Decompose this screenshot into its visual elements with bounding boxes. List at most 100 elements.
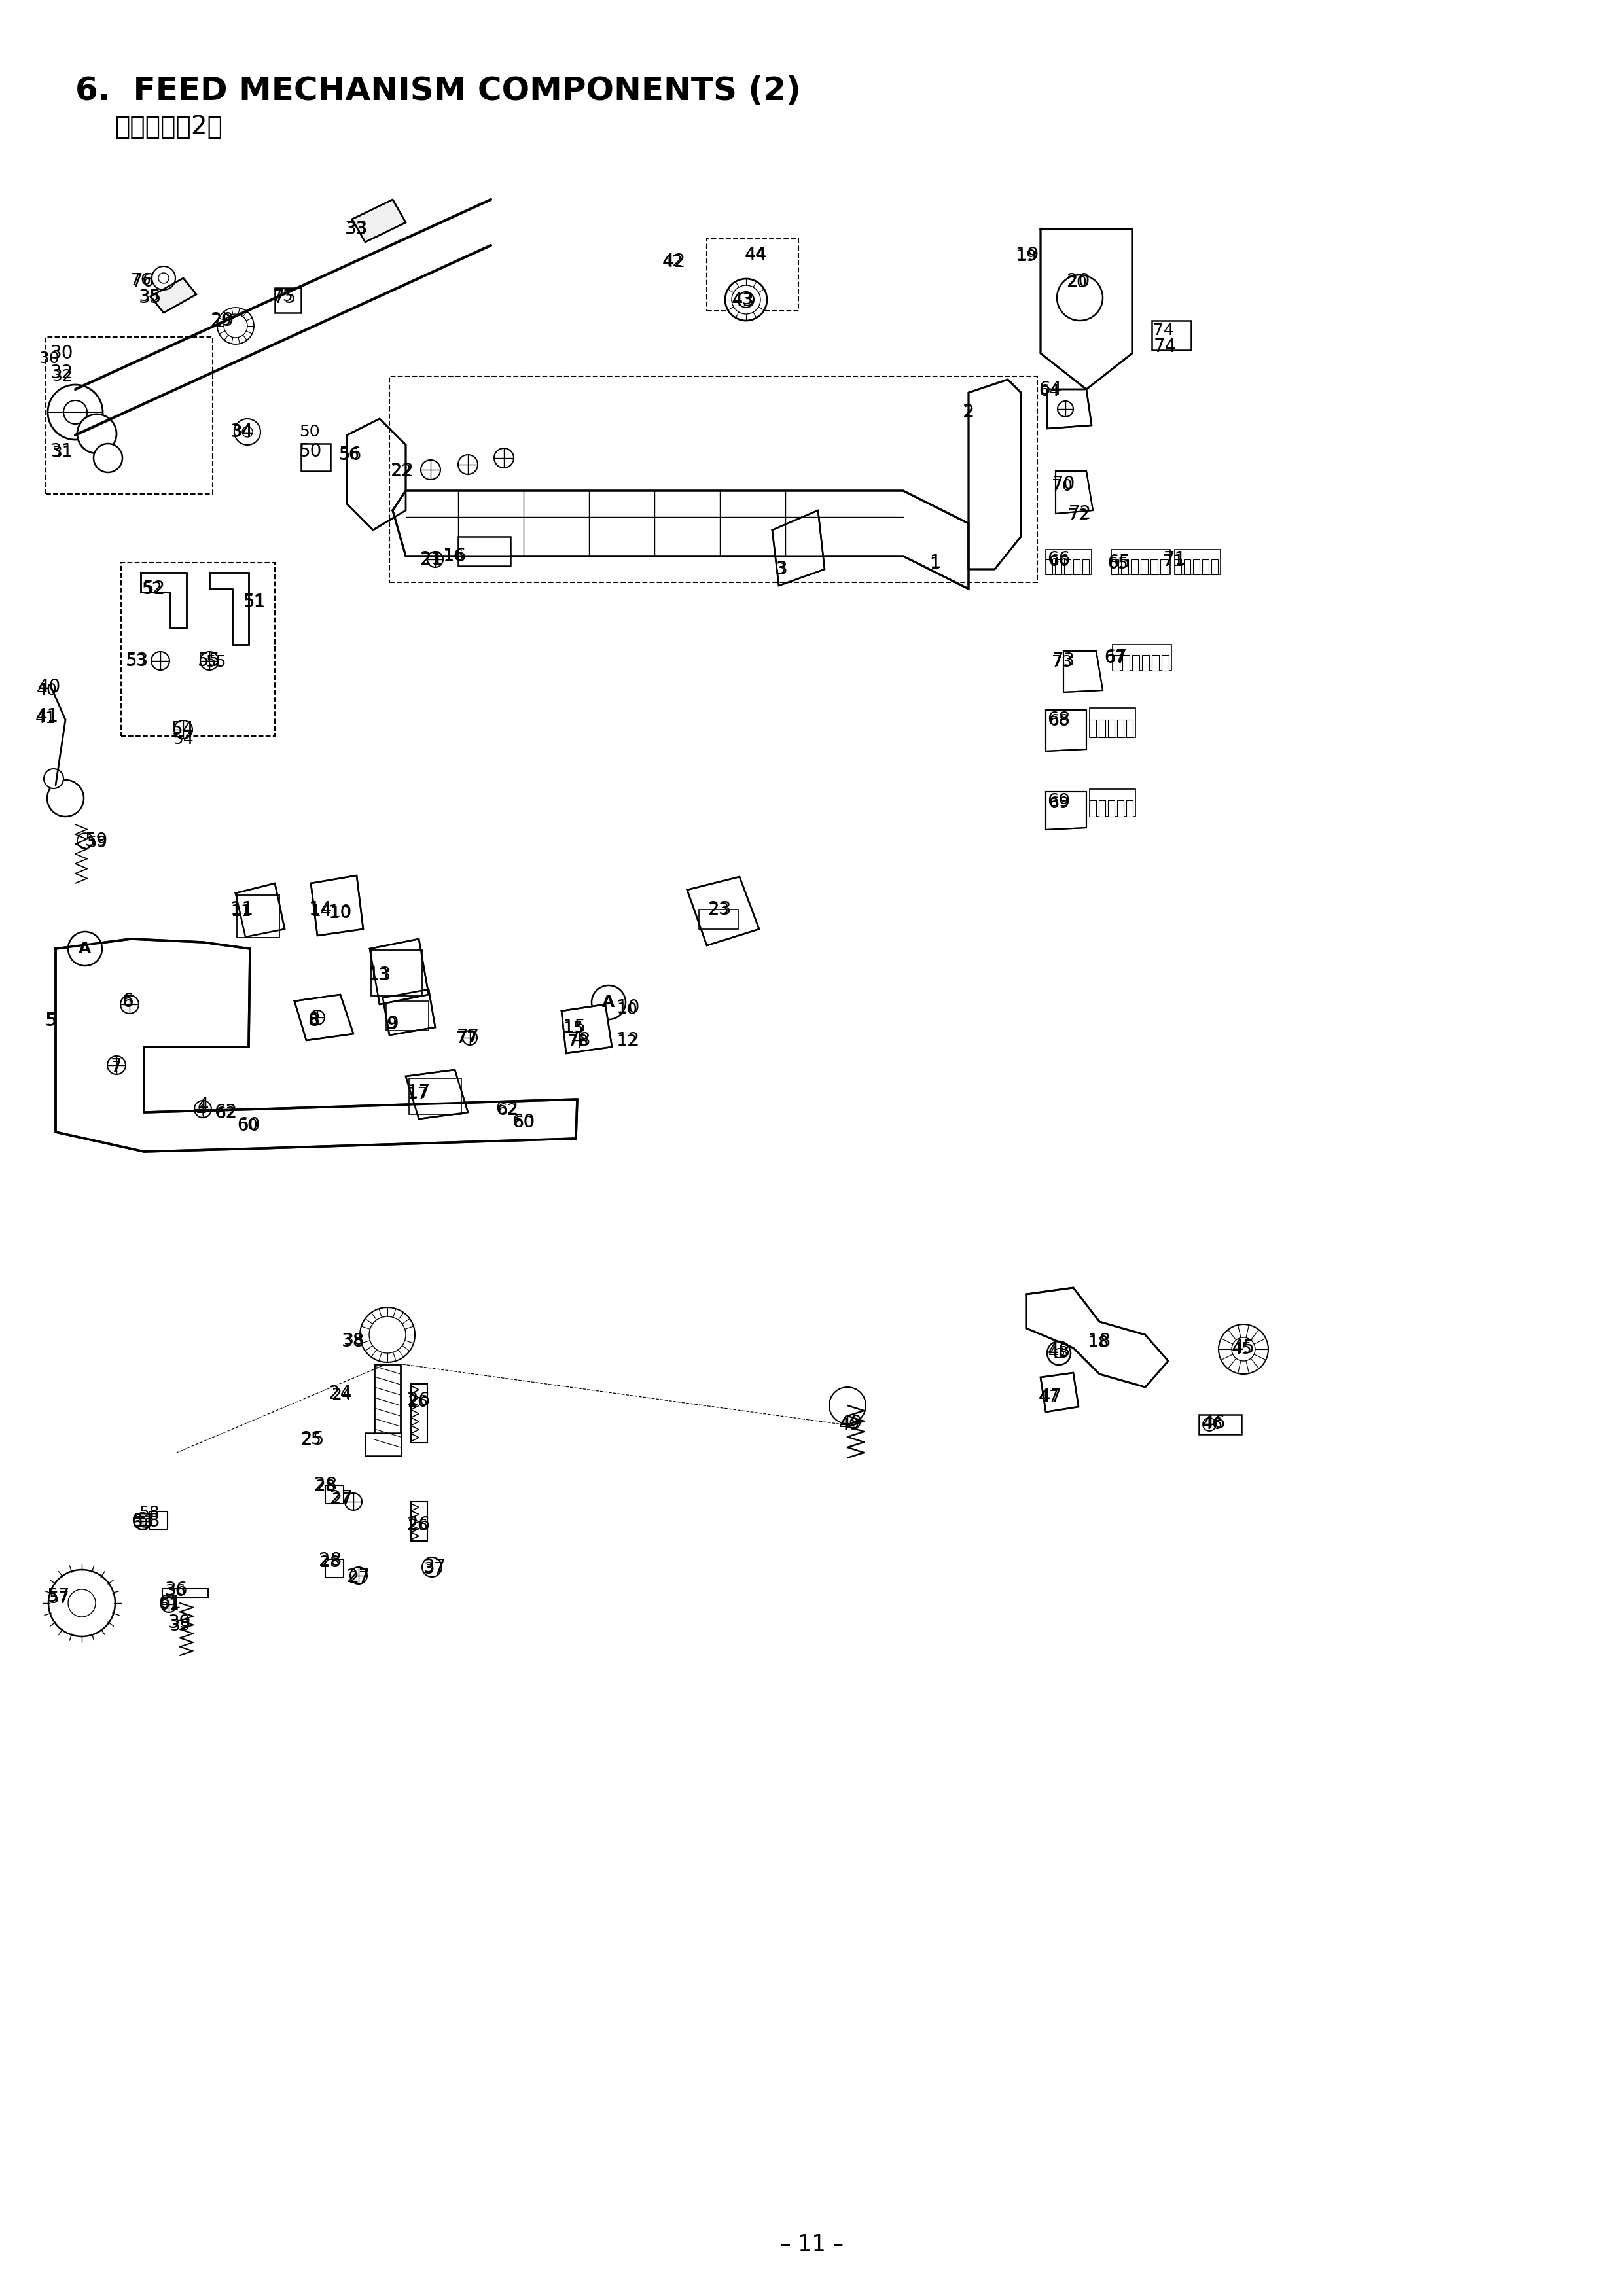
Text: 5: 5 <box>45 1013 57 1029</box>
Text: 20: 20 <box>1066 273 1091 292</box>
Text: 57: 57 <box>47 1587 70 1605</box>
Text: 27: 27 <box>349 1570 368 1587</box>
Text: 66: 66 <box>1047 551 1071 569</box>
Text: 4: 4 <box>196 1097 209 1116</box>
Text: 16: 16 <box>443 546 466 565</box>
Text: 45: 45 <box>1232 1341 1253 1357</box>
Text: 77: 77 <box>456 1031 477 1047</box>
Text: 14: 14 <box>308 900 333 918</box>
Bar <box>1126 799 1133 817</box>
Text: 4: 4 <box>196 1102 206 1118</box>
Text: 28: 28 <box>320 1552 342 1570</box>
Circle shape <box>159 273 169 282</box>
Text: A: A <box>80 941 91 957</box>
Text: 49: 49 <box>839 1414 862 1433</box>
Polygon shape <box>141 572 187 629</box>
Bar <box>1089 799 1096 817</box>
Text: 34: 34 <box>232 425 253 441</box>
Text: 22: 22 <box>391 464 412 480</box>
Polygon shape <box>209 572 248 645</box>
Text: 8: 8 <box>308 1013 318 1029</box>
Bar <box>1099 719 1105 737</box>
Text: 56: 56 <box>339 448 359 461</box>
Bar <box>1117 799 1123 817</box>
Text: 62: 62 <box>216 1107 237 1120</box>
Text: 35: 35 <box>140 289 159 305</box>
Text: 48: 48 <box>1048 1345 1070 1362</box>
Polygon shape <box>1040 1373 1079 1412</box>
Polygon shape <box>1045 709 1086 751</box>
Text: 28: 28 <box>315 1479 336 1495</box>
Bar <box>1121 560 1128 574</box>
Text: 68: 68 <box>1047 709 1071 728</box>
Bar <box>149 1511 167 1529</box>
Text: 58: 58 <box>140 1504 159 1520</box>
Bar <box>1152 654 1159 670</box>
Text: 46: 46 <box>1203 1414 1225 1433</box>
Text: 19: 19 <box>1016 248 1037 264</box>
Bar <box>1055 560 1061 574</box>
Text: 27: 27 <box>329 1490 354 1508</box>
Bar <box>1112 645 1172 670</box>
Bar <box>300 443 331 471</box>
Polygon shape <box>1040 230 1133 390</box>
Polygon shape <box>312 875 364 937</box>
Text: 67: 67 <box>1104 647 1128 666</box>
Bar <box>1193 560 1199 574</box>
Text: 65: 65 <box>1107 553 1131 572</box>
Text: 22: 22 <box>391 461 414 480</box>
Circle shape <box>1203 1419 1216 1430</box>
Bar <box>411 1502 427 1541</box>
Text: 43: 43 <box>732 292 753 308</box>
Text: 48: 48 <box>1047 1341 1071 1359</box>
Bar <box>375 1364 401 1453</box>
Circle shape <box>1057 276 1102 321</box>
Text: 51: 51 <box>243 595 265 611</box>
Text: 送り関係（2）: 送り関係（2） <box>115 115 222 140</box>
Text: 45: 45 <box>1232 1339 1255 1357</box>
Text: 50: 50 <box>299 425 320 441</box>
Text: 15: 15 <box>563 1022 584 1035</box>
Text: 33: 33 <box>346 220 368 239</box>
Text: 27: 27 <box>331 1492 352 1508</box>
Bar <box>1152 321 1191 349</box>
Bar <box>411 1384 427 1442</box>
Text: 65: 65 <box>1107 556 1128 572</box>
Text: 6: 6 <box>122 992 133 1010</box>
Text: 24: 24 <box>329 1384 352 1403</box>
Text: 37: 37 <box>424 1559 446 1577</box>
Bar <box>1099 799 1105 817</box>
Polygon shape <box>347 418 406 530</box>
Circle shape <box>1047 1341 1071 1364</box>
Text: 78: 78 <box>568 1033 588 1049</box>
Bar <box>372 951 422 996</box>
Bar <box>1089 719 1096 737</box>
Bar <box>458 537 511 567</box>
Bar <box>122 563 274 737</box>
Bar <box>1083 560 1089 574</box>
Text: 26: 26 <box>407 1391 430 1410</box>
Text: 47: 47 <box>1039 1389 1060 1405</box>
Bar <box>1123 654 1130 670</box>
Text: 66: 66 <box>1048 553 1070 569</box>
Bar <box>1065 560 1071 574</box>
Text: 50: 50 <box>299 443 323 461</box>
Text: 3: 3 <box>774 563 786 576</box>
Text: 30: 30 <box>50 344 73 363</box>
Text: 57: 57 <box>49 1591 70 1607</box>
Polygon shape <box>352 200 406 241</box>
Bar <box>274 287 300 312</box>
Text: 77: 77 <box>456 1029 479 1047</box>
Circle shape <box>242 427 253 436</box>
Polygon shape <box>1047 390 1092 429</box>
Bar <box>409 1079 461 1114</box>
Text: 56: 56 <box>339 445 362 464</box>
Polygon shape <box>294 994 354 1040</box>
Text: 23: 23 <box>708 902 729 918</box>
Text: 31: 31 <box>50 443 73 461</box>
Text: 43: 43 <box>732 292 755 310</box>
Polygon shape <box>687 877 760 946</box>
Circle shape <box>78 833 93 850</box>
Polygon shape <box>235 884 284 937</box>
Polygon shape <box>383 990 435 1035</box>
